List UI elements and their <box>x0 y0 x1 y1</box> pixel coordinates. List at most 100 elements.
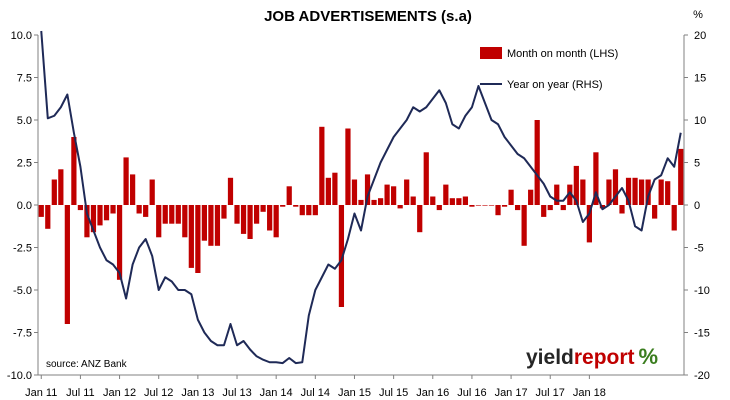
bar <box>64 205 70 324</box>
left-tick-label: -5.0 <box>13 285 32 297</box>
bar <box>384 184 390 205</box>
bar <box>495 205 501 216</box>
bar <box>38 205 44 217</box>
bar <box>234 205 240 224</box>
x-tick-label: Jan 15 <box>338 387 371 399</box>
right-tick-label: 5 <box>694 158 700 170</box>
bar <box>247 205 253 239</box>
x-tick-label: Jan 17 <box>495 387 528 399</box>
left-tick-label: 2.5 <box>17 158 32 170</box>
bar <box>182 205 188 238</box>
brand-logo: yieldreport% <box>526 344 658 369</box>
brand-part-1: yield <box>526 346 574 369</box>
line-series <box>40 30 682 365</box>
bar <box>286 186 292 205</box>
bar <box>299 205 305 216</box>
right-axis-ticks: 20 15 10 5 0 -5 -10 -15 -20 <box>684 30 710 382</box>
x-tick-label: Jan 11 <box>25 387 57 399</box>
bar <box>280 205 286 207</box>
bar <box>521 205 527 246</box>
bar <box>580 179 586 205</box>
bar <box>528 189 534 205</box>
bar <box>469 205 475 207</box>
bar <box>260 205 266 212</box>
bar <box>632 177 638 205</box>
right-tick-label: 20 <box>694 30 706 42</box>
legend-swatch-bar <box>480 47 502 59</box>
brand-part-2: report <box>574 346 635 369</box>
x-tick-label: Jan 13 <box>181 387 214 399</box>
x-tick-label: Jul 15 <box>379 387 408 399</box>
left-tick-label: 0.0 <box>17 200 32 212</box>
bar-series <box>38 120 684 324</box>
bar <box>71 137 77 205</box>
right-tick-label: -5 <box>694 243 704 255</box>
bar <box>573 165 579 205</box>
bar <box>554 184 560 205</box>
right-tick-label: 10 <box>694 115 706 127</box>
left-tick-label: 5.0 <box>17 115 32 127</box>
bar <box>423 152 429 205</box>
left-axis-ticks: 10.0 7.5 5.0 2.5 0.0 -2.5 -5.0 -7.5 -10.0 <box>7 30 38 382</box>
chart-title: JOB ADVERTISEMENTS (s.a) <box>264 8 472 25</box>
bar <box>404 179 410 205</box>
bar <box>214 205 221 246</box>
bar <box>534 120 540 205</box>
bar <box>443 184 449 205</box>
x-tick-label: Jul 12 <box>144 387 173 399</box>
bar <box>567 184 573 205</box>
bar <box>619 205 625 214</box>
bar <box>103 205 110 221</box>
bar <box>162 205 168 224</box>
x-tick-label: Jan 18 <box>573 387 606 399</box>
bar <box>560 205 566 211</box>
bar <box>319 126 325 205</box>
bar <box>77 205 84 211</box>
bar <box>371 199 377 205</box>
bar <box>338 205 345 307</box>
left-tick-label: 7.5 <box>17 73 32 85</box>
left-tick-label: -7.5 <box>13 328 32 340</box>
x-axis-ticks: Jan 11 Jul 11 Jan 12 Jul 12 Jan 13 Jul 13 Jan … <box>25 375 606 399</box>
bar <box>58 169 64 205</box>
bar <box>143 205 149 217</box>
bar <box>156 205 162 238</box>
bar <box>267 205 273 231</box>
bar <box>123 157 129 205</box>
bar <box>541 205 547 217</box>
right-tick-label: -15 <box>694 328 710 340</box>
bar <box>391 186 397 205</box>
bar <box>116 205 123 280</box>
bar <box>364 174 371 205</box>
left-tick-label: -2.5 <box>13 243 32 255</box>
bar <box>273 205 279 238</box>
source-note: source: ANZ Bank <box>46 359 128 370</box>
bar <box>136 205 142 214</box>
bar <box>293 205 299 207</box>
bar <box>201 205 207 241</box>
bar <box>508 189 514 205</box>
bar <box>430 196 436 205</box>
bar <box>625 177 632 205</box>
bar <box>593 152 599 205</box>
bar <box>612 169 619 205</box>
bar <box>325 177 331 205</box>
x-tick-label: Jul 11 <box>66 387 95 399</box>
bar <box>449 198 455 205</box>
right-tick-label: 0 <box>694 200 700 212</box>
bar <box>671 205 677 231</box>
bar <box>652 205 658 219</box>
bar <box>358 199 364 205</box>
bar <box>586 205 592 243</box>
left-tick-label: -10.0 <box>7 370 32 382</box>
right-axis-unit: % <box>693 9 703 21</box>
bar <box>351 179 358 205</box>
bar <box>547 205 553 211</box>
right-tick-label: 15 <box>694 73 706 85</box>
right-tick-label: -20 <box>694 370 710 382</box>
bar <box>227 177 234 205</box>
bar <box>169 205 175 224</box>
bar <box>501 205 508 207</box>
x-tick-label: Jan 14 <box>260 387 293 399</box>
